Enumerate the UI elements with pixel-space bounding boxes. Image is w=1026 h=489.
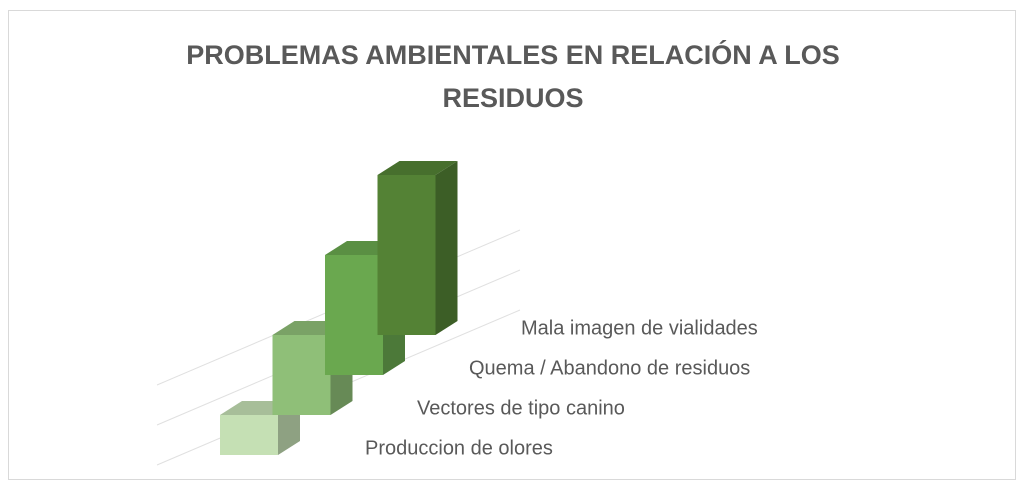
chart-title: PROBLEMAS AMBIENTALES EN RELACIÓN A LOS … bbox=[186, 40, 840, 113]
bar bbox=[220, 415, 278, 455]
bar bbox=[325, 255, 383, 375]
bar-side bbox=[435, 161, 458, 335]
bar bbox=[272, 335, 331, 415]
category-label: Produccion de olores bbox=[365, 437, 553, 459]
category-label: Vectores de tipo canino bbox=[417, 397, 625, 419]
bar-top bbox=[377, 161, 458, 175]
category-label: Mala imagen de vialidades bbox=[521, 317, 758, 339]
category-label: Quema / Abandono de residuos bbox=[469, 357, 750, 379]
chart-frame bbox=[8, 10, 1016, 480]
bar bbox=[377, 175, 436, 335]
